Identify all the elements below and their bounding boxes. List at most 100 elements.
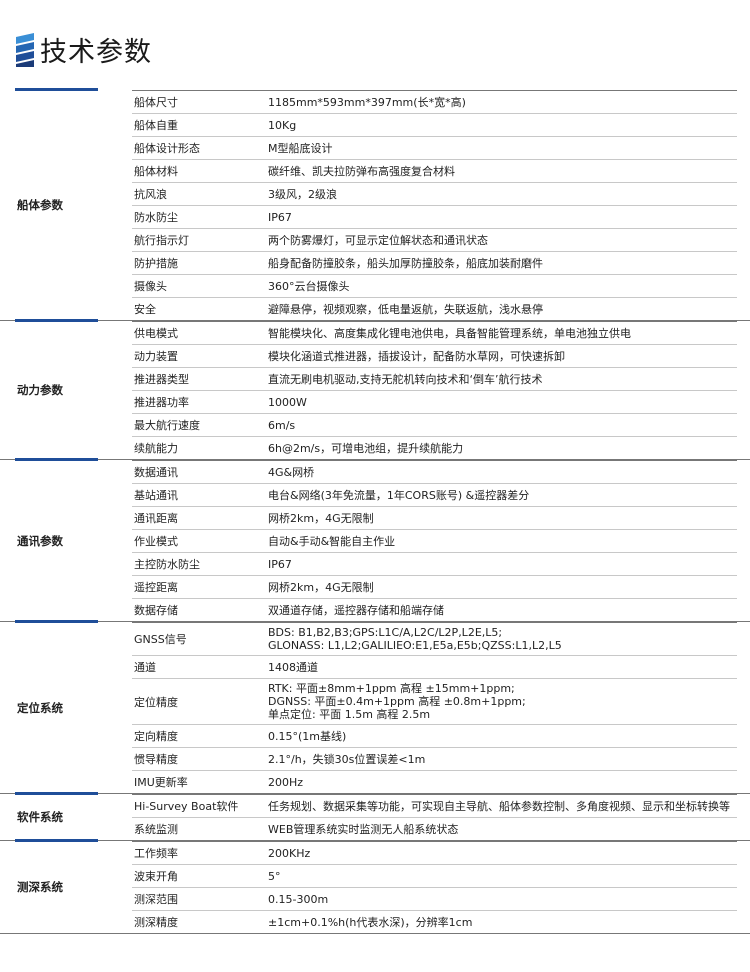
group-label: 定位系统 (17, 700, 63, 715)
param-value: 船身配备防撞胶条，船头加厚防撞胶条，船底加装耐磨件 (268, 256, 543, 270)
table-row: 测深精度 ±1cm+0.1%h(h代表水深)，分辨率1cm (132, 911, 737, 933)
param-value: 智能模块化、高度集成化锂电池供电，具备智能管理系统，单电池独立供电 (268, 326, 631, 340)
param-name: Hi-Survey Boat软件 (134, 800, 239, 813)
param-name: 测深范围 (134, 893, 178, 906)
table-row: 抗风浪 3级风，2级浪 (132, 183, 737, 206)
param-value: 双通道存储，遥控器存储和船端存储 (268, 603, 444, 617)
param-value: 模块化涵道式推进器，插拔设计，配备防水草网，可快速拆卸 (268, 349, 565, 363)
param-name: 船体自重 (134, 119, 178, 132)
table-row: 基站通讯 电台&网络(3年免流量，1年CORS账号) &遥控器差分 (132, 484, 737, 507)
table-row: 推进器类型 直流无刷电机驱动,支持无舵机转向技术和‘倒车’航行技术 (132, 368, 737, 391)
table-row: GNSS信号 BDS: B1,B2,B3;GPS:L1C/A,L2C/L2P,L2… (132, 623, 737, 656)
table-row: 遥控距离 网桥2km，4G无限制 (132, 576, 737, 599)
param-name: 船体材料 (134, 165, 178, 178)
table-row: 作业模式 自动&手动&智能自主作业 (132, 530, 737, 553)
table-row: 推进器功率 1000W (132, 391, 737, 414)
table-row: 船体材料 碳纤维、凯夫拉防弹布高强度复合材料 (132, 160, 737, 183)
table-row: 船体自重 10Kg (132, 114, 737, 137)
param-value: 0.15°(1m基线) (268, 729, 347, 743)
param-value: 3级风，2级浪 (268, 187, 337, 201)
param-value: 碳纤维、凯夫拉防弹布高强度复合材料 (268, 164, 455, 178)
param-value: 1408通道 (268, 660, 318, 674)
table-row: 通讯距离 网桥2km，4G无限制 (132, 507, 737, 530)
param-name: 系统监测 (134, 823, 178, 836)
spec-table: 船体参数 船体尺寸 1185mm*593mm*397mm(长*宽*高) 船体自重 10K… (0, 88, 750, 934)
group-accent-line (15, 839, 98, 842)
table-row: 船体尺寸 1185mm*593mm*397mm(长*宽*高) (132, 91, 737, 114)
group-label: 通讯参数 (17, 533, 63, 548)
group-accent-line (15, 792, 98, 795)
param-value: 6m/s (268, 418, 296, 432)
param-value: 6h@2m/s，可增电池组，提升续航能力 (268, 441, 464, 455)
table-row: 主控防水防尘 IP67 (132, 553, 737, 576)
param-value: 网桥2km，4G无限制 (268, 511, 374, 525)
param-name: 定位精度 (134, 695, 178, 709)
param-value: 200Hz (268, 775, 304, 789)
param-name: 测深精度 (134, 916, 178, 929)
table-row: 防护措施 船身配备防撞胶条，船头加厚防撞胶条，船底加装耐磨件 (132, 252, 737, 275)
group-rows: 供电模式 智能模块化、高度集成化锂电池供电，具备智能管理系统，单电池独立供电 动力装… (132, 321, 737, 459)
table-row: 定位精度 RTK: 平面±8mm+1ppm 高程 ±15mm+1ppm; DGNS… (132, 679, 737, 725)
param-name: 最大航行速度 (134, 419, 200, 432)
param-name: 基站通讯 (134, 489, 178, 502)
param-name: 波束开角 (134, 870, 178, 883)
param-name: 供电模式 (134, 327, 178, 340)
param-name: 航行指示灯 (134, 234, 189, 247)
table-row: 系统监测 WEB管理系统实时监测无人船系统状态 (132, 818, 737, 840)
page-header: 技术参数 (16, 30, 152, 69)
spec-group: 船体参数 船体尺寸 1185mm*593mm*397mm(长*宽*高) 船体自重 10K… (0, 88, 750, 321)
group-accent-line (15, 319, 98, 322)
table-row: 防水防尘 IP67 (132, 206, 737, 229)
param-name: 数据通讯 (134, 466, 178, 479)
logo-icon (16, 32, 34, 67)
param-name: GNSS信号 (134, 633, 187, 646)
param-value: 两个防雾爆灯，可显示定位解状态和通讯状态 (268, 233, 488, 247)
param-value: IP67 (268, 210, 292, 224)
table-row: 工作频率 200KHz (132, 842, 737, 865)
param-value: 网桥2km，4G无限制 (268, 580, 374, 594)
table-row: 船体设计形态 M型船底设计 (132, 137, 737, 160)
table-row: IMU更新率 200Hz (132, 771, 737, 793)
group-label: 船体参数 (17, 198, 63, 212)
param-name: 推进器类型 (134, 373, 189, 386)
param-name: 防护措施 (134, 257, 178, 270)
param-value: 电台&网络(3年免流量，1年CORS账号) &遥控器差分 (268, 488, 530, 502)
param-name: 推进器功率 (134, 396, 189, 409)
param-value: 避障悬停，视频观察，低电量返航，失联返航，浅水悬停 (268, 302, 543, 316)
group-rows: 数据通讯 4G&网桥基站通讯 电台&网络(3年免流量，1年CORS账号) &遥控器差… (132, 460, 737, 621)
param-value: M型船底设计 (268, 141, 333, 155)
param-name: 安全 (134, 303, 156, 316)
table-row: Hi-Survey Boat软件 任务规划、数据采集等功能，可实现自主导航、船体参… (132, 795, 737, 818)
param-value: 0.15-300m (268, 892, 329, 906)
table-row: 定向精度 0.15°(1m基线) (132, 725, 737, 748)
param-value: 直流无刷电机驱动,支持无舵机转向技术和‘倒车’航行技术 (268, 372, 543, 386)
group-rows: Hi-Survey Boat软件 任务规划、数据采集等功能，可实现自主导航、船体参… (132, 794, 737, 840)
param-value: 1000W (268, 395, 307, 409)
param-value: 2.1°/h，失锁30s位置误差<1m (268, 752, 426, 766)
group-rows: 船体尺寸 1185mm*593mm*397mm(长*宽*高) 船体自重 10Kg 船体设… (132, 90, 737, 320)
table-row: 数据存储 双通道存储，遥控器存储和船端存储 (132, 599, 737, 621)
param-value: 任务规划、数据采集等功能，可实现自主导航、船体参数控制、多角度视频、显示和坐标转… (268, 799, 730, 813)
group-label: 动力参数 (17, 383, 63, 397)
param-name: 遥控距离 (134, 581, 178, 594)
param-name: 抗风浪 (134, 188, 167, 201)
param-value: WEB管理系统实时监测无人船系统状态 (268, 822, 459, 836)
table-row: 惯导精度 2.1°/h，失锁30s位置误差<1m (132, 748, 737, 771)
group-accent-line (15, 458, 98, 461)
param-value: IP67 (268, 557, 292, 571)
spec-group: 动力参数 供电模式 智能模块化、高度集成化锂电池供电，具备智能管理系统，单电池独立供… (0, 319, 750, 460)
group-rows: GNSS信号 BDS: B1,B2,B3;GPS:L1C/A,L2C/L2P,L2… (132, 622, 737, 793)
table-row: 数据通讯 4G&网桥 (132, 461, 737, 484)
table-row: 通道 1408通道 (132, 656, 737, 679)
page-title: 技术参数 (40, 37, 152, 68)
param-value: 10Kg (268, 118, 297, 132)
param-name: 作业模式 (134, 535, 178, 548)
param-value: ±1cm+0.1%h(h代表水深)，分辨率1cm (268, 915, 473, 929)
param-name: 通道 (134, 661, 156, 674)
param-name: 通讯距离 (134, 512, 178, 525)
table-row: 摄像头 360°云台摄像头 (132, 275, 737, 298)
param-name: 定向精度 (134, 730, 178, 743)
param-value: 自动&手动&智能自主作业 (268, 534, 396, 548)
table-row: 安全 避障悬停，视频观察，低电量返航，失联返航，浅水悬停 (132, 298, 737, 320)
